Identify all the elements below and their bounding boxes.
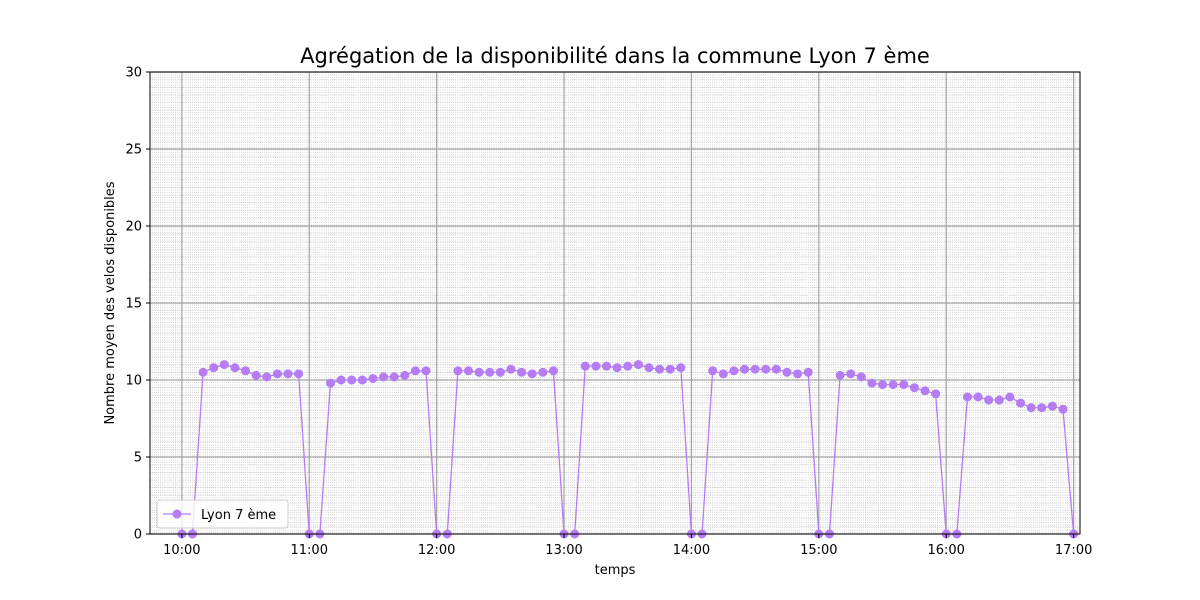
data-point <box>538 367 548 377</box>
data-point <box>357 375 367 385</box>
y-tick-label: 20 <box>125 220 142 235</box>
data-point <box>241 366 251 376</box>
data-point <box>994 395 1004 405</box>
data-point <box>283 369 293 379</box>
data-point <box>548 366 558 376</box>
y-axis-label: Nombre moyen des velos disponibles <box>103 181 118 424</box>
x-tick-label: 10:00 <box>163 543 200 558</box>
x-axis-label: temps <box>595 563 636 578</box>
series-layer <box>177 360 1079 539</box>
data-point <box>1037 403 1047 413</box>
data-point <box>750 364 760 374</box>
legend: Lyon 7 ème <box>156 499 289 529</box>
data-point <box>325 378 335 388</box>
data-point <box>591 361 601 371</box>
data-point <box>527 369 537 379</box>
data-point <box>1026 403 1036 413</box>
x-tick-label: 13:00 <box>545 543 582 558</box>
data-point <box>984 395 994 405</box>
data-point <box>336 375 346 385</box>
data-point <box>782 367 792 377</box>
x-tick-label: 14:00 <box>673 543 710 558</box>
data-point <box>888 380 898 390</box>
x-tick-label: 11:00 <box>291 543 328 558</box>
y-tick-label: 15 <box>125 297 142 312</box>
data-point <box>1016 398 1026 408</box>
data-point <box>517 367 527 377</box>
data-point <box>262 372 272 382</box>
data-point <box>1047 401 1057 411</box>
data-point <box>623 361 633 371</box>
data-point <box>708 366 718 376</box>
data-point <box>962 392 972 402</box>
data-point <box>856 372 866 382</box>
legend-marker-swatch <box>172 509 182 519</box>
legend-box <box>156 499 289 529</box>
data-point <box>846 369 856 379</box>
data-point <box>602 361 612 371</box>
data-point <box>633 360 643 370</box>
data-point <box>421 366 431 376</box>
data-point <box>740 364 750 374</box>
x-axis: 10:00 11:00 12:00 13:00 14:00 15:00 16:00 17:00 <box>163 534 1092 558</box>
y-tick-label: 10 <box>125 374 142 389</box>
data-point <box>453 366 463 376</box>
y-tick-label: 30 <box>125 66 142 81</box>
data-point <box>793 369 803 379</box>
legend-entry-label: Lyon 7 ème <box>201 508 276 523</box>
data-point <box>400 370 410 380</box>
data-point <box>899 380 909 390</box>
data-point <box>474 367 484 377</box>
data-point <box>655 364 665 374</box>
data-point <box>294 369 304 379</box>
data-point <box>835 370 845 380</box>
data-point <box>219 360 229 370</box>
data-point <box>230 363 240 373</box>
y-axis: 0 5 10 15 20 25 30 <box>125 66 150 543</box>
y-tick-label: 25 <box>125 143 142 158</box>
data-point <box>410 366 420 376</box>
data-point <box>878 380 888 390</box>
data-point <box>251 370 261 380</box>
data-point <box>506 364 516 374</box>
data-point <box>920 386 930 396</box>
data-point <box>931 389 941 399</box>
data-point <box>580 361 590 371</box>
data-point <box>771 364 781 374</box>
data-point <box>665 364 675 374</box>
x-tick-label: 12:00 <box>418 543 455 558</box>
data-point <box>389 372 399 382</box>
data-point <box>718 369 728 379</box>
data-point <box>803 367 813 377</box>
data-point <box>463 366 473 376</box>
data-point <box>368 373 378 383</box>
data-point <box>909 383 919 393</box>
x-tick-label: 17:00 <box>1055 543 1092 558</box>
data-point <box>1058 404 1068 414</box>
data-point <box>379 372 389 382</box>
data-point <box>676 363 686 373</box>
y-tick-label: 0 <box>134 528 142 543</box>
data-point <box>973 392 983 402</box>
data-point <box>198 367 208 377</box>
data-point <box>761 364 771 374</box>
data-point <box>347 375 357 385</box>
data-point <box>495 367 505 377</box>
data-point <box>612 363 622 373</box>
y-tick-label: 5 <box>134 451 142 466</box>
data-point <box>867 378 877 388</box>
data-point <box>729 366 739 376</box>
x-tick-label: 16:00 <box>927 543 964 558</box>
x-tick-label: 15:00 <box>800 543 837 558</box>
data-point <box>272 369 282 379</box>
data-point <box>209 363 219 373</box>
chart-title: Agrégation de la disponibilité dans la c… <box>300 44 930 68</box>
data-point <box>644 363 654 373</box>
data-point <box>485 367 495 377</box>
data-point <box>1005 392 1015 402</box>
